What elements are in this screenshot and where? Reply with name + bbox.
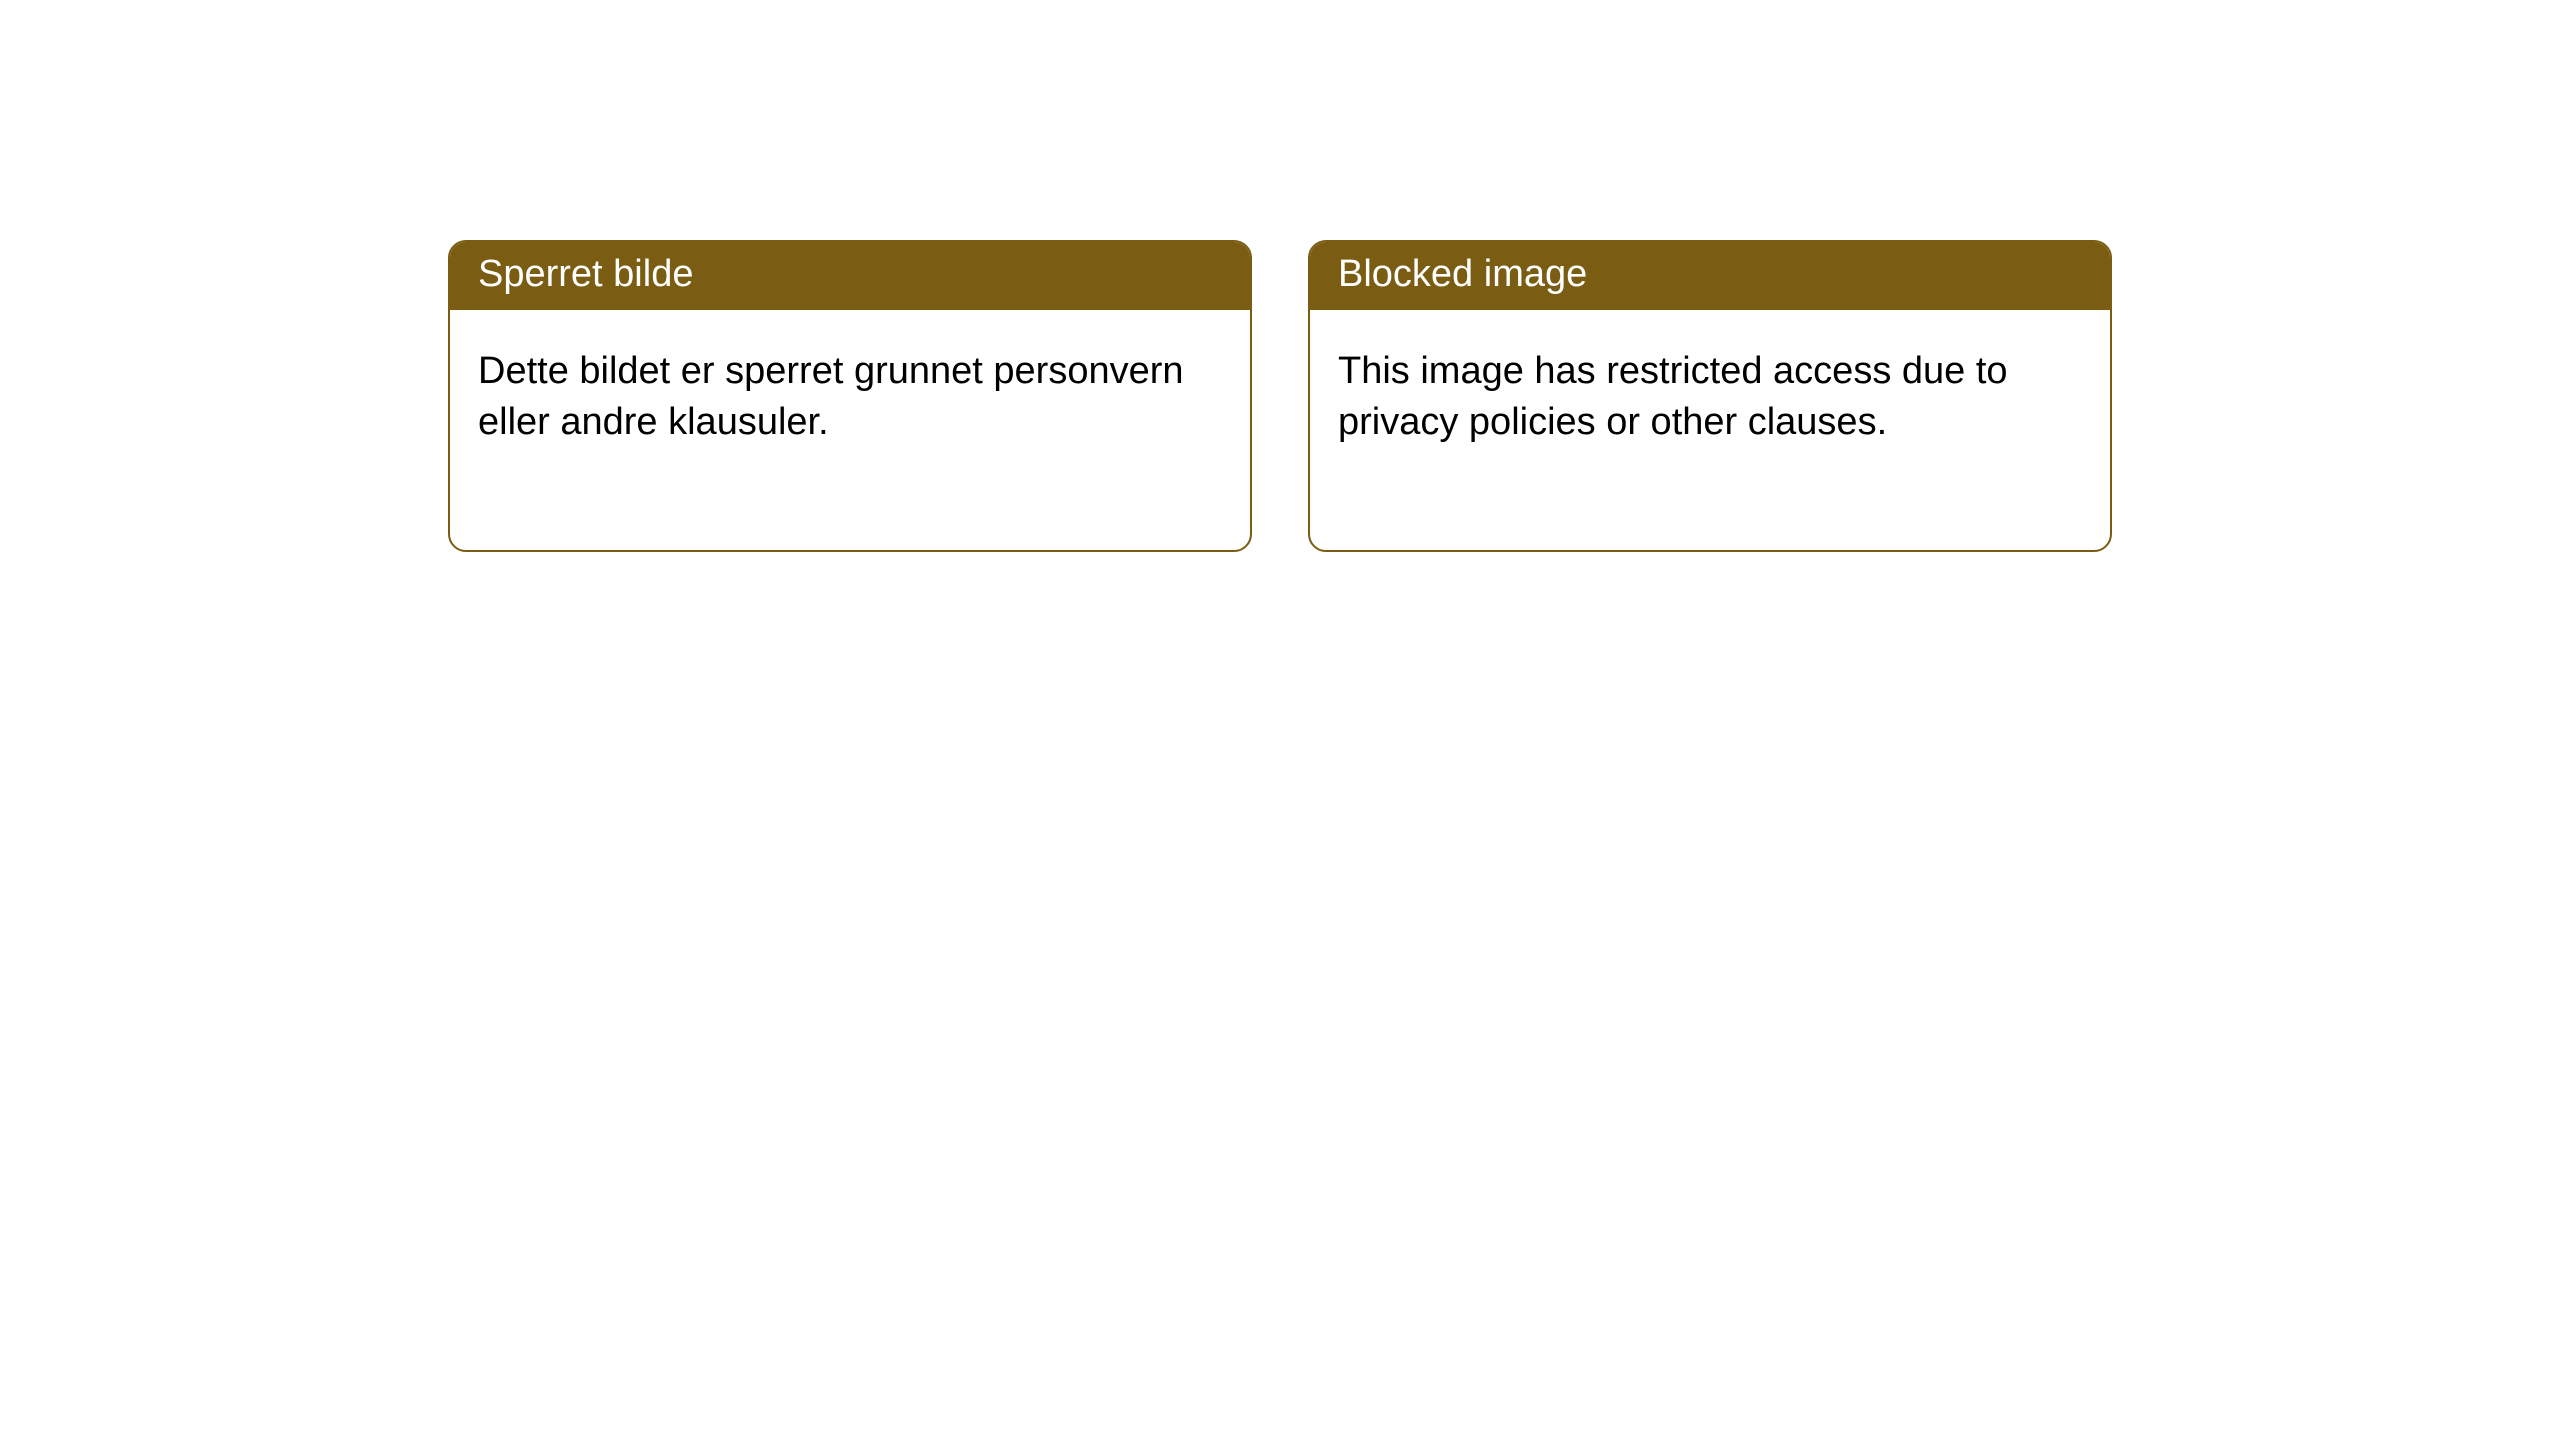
- notice-card-header: Blocked image: [1310, 242, 2110, 310]
- notice-card-body: Dette bildet er sperret grunnet personve…: [450, 310, 1250, 550]
- notice-card-english: Blocked image This image has restricted …: [1308, 240, 2112, 552]
- notice-card-header: Sperret bilde: [450, 242, 1250, 310]
- notice-container: Sperret bilde Dette bildet er sperret gr…: [0, 0, 2560, 552]
- notice-card-norwegian: Sperret bilde Dette bildet er sperret gr…: [448, 240, 1252, 552]
- notice-card-body: This image has restricted access due to …: [1310, 310, 2110, 550]
